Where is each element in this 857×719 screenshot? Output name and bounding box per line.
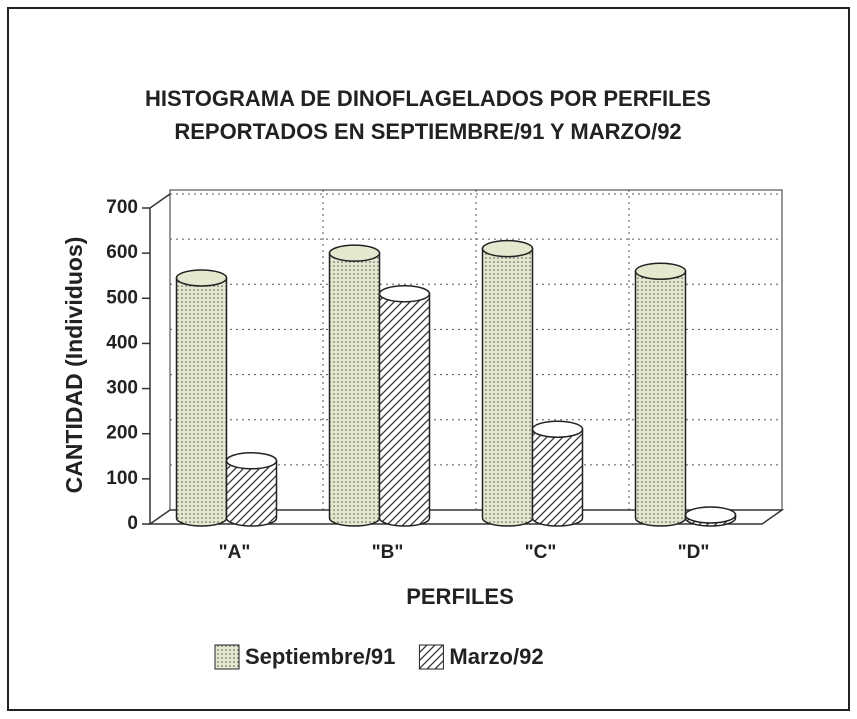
y-tick-label: 500 [106,287,138,308]
bar [481,239,534,527]
bar [175,269,228,527]
cylinder-top [225,452,278,470]
cylinder-body [481,247,534,527]
cylinder-top [481,239,534,258]
x-tick-label: "D" [678,542,710,563]
bar [531,420,584,527]
chart-title: REPORTADOS EN SEPTIEMBRE/91 Y MARZO/92 [174,119,681,144]
x-tick-label: "A" [219,542,251,563]
cylinder-body [175,277,228,527]
y-tick-label: 0 [127,513,138,534]
y-axis-title: CANTIDAD (Individuos) [61,237,87,494]
x-tick-label: "B" [372,542,404,563]
cylinder-top [634,262,687,280]
cylinder-body [531,428,584,527]
y-tick-label: 200 [106,423,138,444]
legend-label: Marzo/92 [449,644,543,669]
bar [684,506,737,527]
cylinder-top [175,269,228,287]
legend-label: Septiembre/91 [245,644,395,669]
cylinder-top [328,244,381,262]
cylinder-body [634,270,687,527]
bar [634,262,687,527]
legend-swatch [418,644,444,670]
cylinder-body [225,460,278,527]
cylinder-body [378,293,431,527]
x-tick-label: "C" [525,542,557,563]
y-tick-label: 100 [106,468,138,489]
cylinder-top [684,506,737,524]
chart-title: HISTOGRAMA DE DINOFLAGELADOS POR PERFILE… [145,86,711,111]
legend-swatch [214,644,240,670]
x-axis-title: PERFILES [406,584,514,609]
cylinder-top [531,420,584,438]
bar [328,244,381,527]
bar [378,285,431,527]
y-tick-label: 700 [106,197,138,218]
cylinder-top [378,285,431,303]
cylinder-body [328,252,381,527]
y-tick-label: 400 [106,332,138,353]
bar [225,452,278,527]
y-tick-label: 600 [106,242,138,263]
y-tick-label: 300 [106,378,138,399]
